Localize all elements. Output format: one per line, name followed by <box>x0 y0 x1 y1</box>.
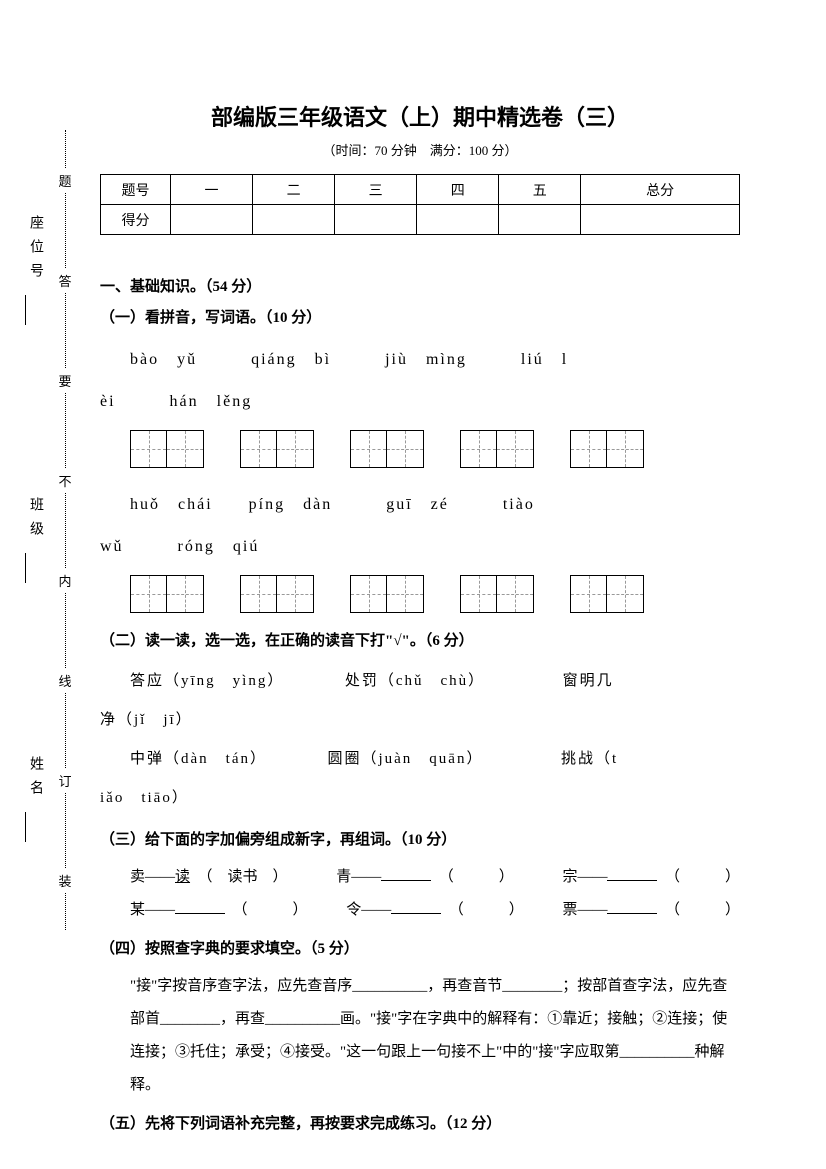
q2-line2b: iǎo tiāo） <box>100 779 740 818</box>
label-seat: 座位号 <box>25 215 45 328</box>
q3-row1: 卖——读 （ 读书 ） 青—— （ ） 宗—— （ ） <box>130 861 740 894</box>
table-row: 题号 一 二 三 四 五 总分 <box>101 175 740 205</box>
q1-pinyin-2b: wǔ róng qiú <box>100 526 740 568</box>
q1-boxes-row1 <box>130 430 740 468</box>
q1-pinyin-1a: bào yǔ qiáng bì jiù mìng liú l <box>130 339 740 381</box>
answer-box-pair[interactable] <box>570 575 644 613</box>
table-row: 得分 <box>101 205 740 235</box>
q3-row2: 某—— （ ） 令—— （ ） 票—— （ ） <box>130 894 740 927</box>
answer-box-pair[interactable] <box>350 575 424 613</box>
student-info-labels: 座位号 班级 姓名 <box>20 130 50 930</box>
main-content: 部编版三年级语文（上）期中精选卷（三） （时间：70 分钟 满分：100 分） … <box>100 100 740 1145</box>
answer-box-pair[interactable] <box>460 575 534 613</box>
q4-heading: （四）按照查字典的要求填空。（5 分） <box>100 937 740 958</box>
answer-box-pair[interactable] <box>130 575 204 613</box>
label-name: 姓名 <box>25 756 45 845</box>
q5-heading: （五）先将下列词语补充完整，再按要求完成练习。（12 分） <box>100 1112 740 1133</box>
q2-line2: 中弹（dàn tán） 圆圈（juàn quān） 挑战（t <box>130 740 740 779</box>
q2-heading: （二）读一读，选一选，在正确的读音下打"√"。（6 分） <box>100 629 740 650</box>
answer-box-pair[interactable] <box>350 430 424 468</box>
q1-pinyin-1b: èi hán lěng <box>100 381 740 423</box>
section-1-heading: 一、基础知识。（54 分） <box>100 275 740 296</box>
q1-heading: （一）看拼音，写词语。（10 分） <box>100 306 740 327</box>
page-title: 部编版三年级语文（上）期中精选卷（三） <box>100 100 740 132</box>
q2-line1: 答应（yīng yìng） 处罚（chǔ chù） 窗明几 <box>130 662 740 701</box>
answer-box-pair[interactable] <box>240 575 314 613</box>
q1-boxes-row2 <box>130 575 740 613</box>
q2-line1b: 净（jǐ jī） <box>100 701 740 740</box>
q1-pinyin-2a: huǒ chái píng dàn guī zé tiào <box>130 484 740 526</box>
answer-box-pair[interactable] <box>460 430 534 468</box>
binding-dotted-line: 题 答 要 不 内 线 订 装 <box>50 130 80 930</box>
score-table: 题号 一 二 三 四 五 总分 得分 <box>100 174 740 235</box>
answer-box-pair[interactable] <box>240 430 314 468</box>
q3-heading: （三）给下面的字加偏旁组成新字，再组词。（10 分） <box>100 828 740 849</box>
label-class: 班级 <box>25 497 45 586</box>
q4-paragraph: "接"字按音序查字法，应先查音序__________，再查音节________；… <box>130 970 740 1102</box>
binding-margin: 座位号 班级 姓名 题 答 要 不 内 线 订 装 <box>20 130 80 930</box>
page-subtitle: （时间：70 分钟 满分：100 分） <box>100 140 740 159</box>
answer-box-pair[interactable] <box>130 430 204 468</box>
answer-box-pair[interactable] <box>570 430 644 468</box>
